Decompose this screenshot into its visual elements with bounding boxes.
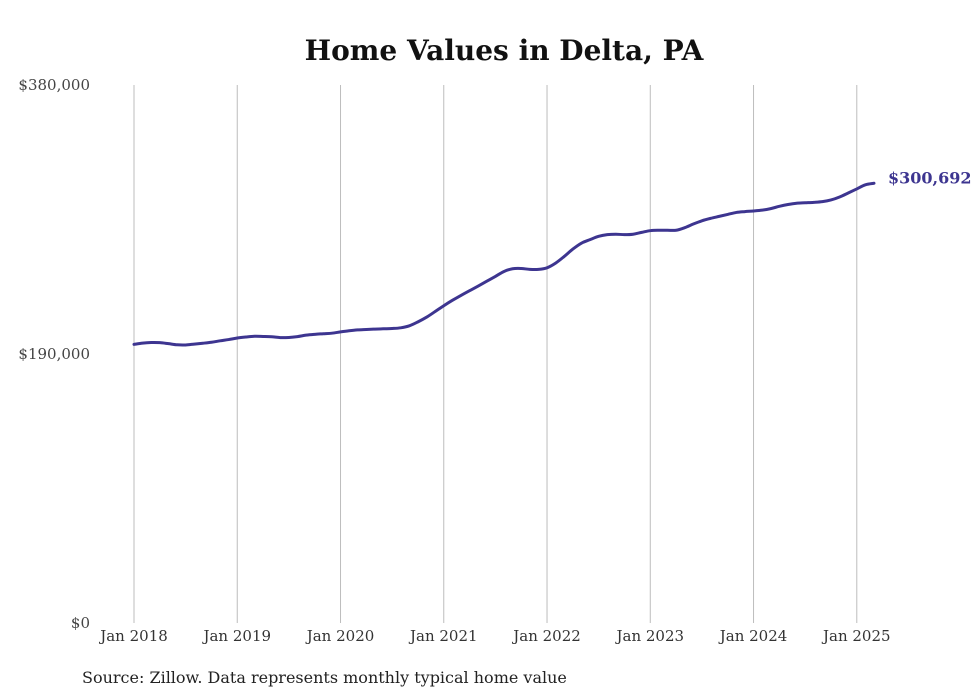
x-axis: Jan 2018 Jan 2019 Jan 2020 Jan 2021 Jan 2022… (98, 627, 890, 645)
y-tick-label: $190,000 (18, 345, 90, 363)
x-tick-label: Jan 2022 (511, 627, 581, 645)
grid-lines (133, 85, 858, 623)
x-tick-label: Jan 2018 (98, 627, 168, 645)
x-tick-label: Jan 2019 (201, 627, 271, 645)
y-tick-label: $380,000 (18, 76, 90, 94)
source-note: Source: Zillow. Data represents monthly … (82, 668, 567, 687)
series-line (132, 181, 876, 347)
x-tick-label: Jan 2024 (718, 627, 788, 645)
x-tick-label: Jan 2023 (614, 627, 684, 645)
chart-title: Home Values in Delta, PA (305, 34, 705, 67)
y-tick-label: $0 (71, 614, 90, 632)
end-value-label: $300,692 (888, 168, 972, 187)
series-group (132, 181, 876, 347)
x-tick-label: Jan 2020 (305, 627, 375, 645)
y-axis: $0 $190,000 $380,000 (18, 76, 90, 632)
x-tick-label: Jan 2021 (408, 627, 478, 645)
x-tick-label: Jan 2025 (821, 627, 891, 645)
